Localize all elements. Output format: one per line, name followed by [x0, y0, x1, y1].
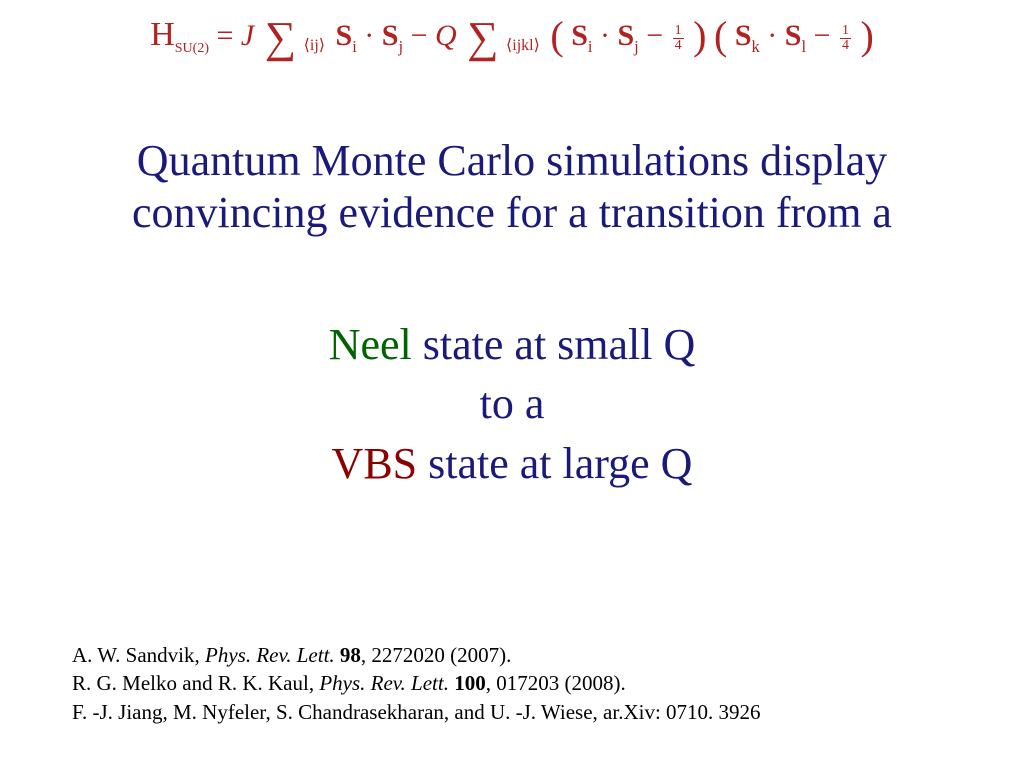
ref2-rest: , 017203 (2008).: [486, 671, 626, 695]
main-line-1: Quantum Monte Carlo simulations display: [137, 136, 887, 185]
vbs-word: VBS: [332, 439, 418, 488]
index-j-2: j: [634, 37, 639, 56]
hamiltonian-equation: HSU(2) = J ∑ ⟨ij⟩ Si · Sj − Q ∑ ⟨ijkl⟩ (…: [0, 18, 1024, 58]
index-k: k: [752, 37, 760, 56]
index-j: j: [398, 37, 403, 56]
lparen-1: (: [550, 13, 563, 58]
frac-den-1: 4: [673, 39, 684, 53]
vbs-rest: state at large Q: [417, 439, 692, 488]
hamiltonian-subscript: SU(2): [175, 41, 209, 56]
minus-2: −: [646, 19, 670, 52]
neel-rest: state at small Q: [412, 320, 696, 369]
ref1-author: A. W. Sandvik,: [72, 643, 205, 667]
frac-num-1: 1: [673, 24, 684, 39]
ref2-author: R. G. Melko and R. K. Kaul,: [72, 671, 319, 695]
neel-word: Neel: [329, 320, 412, 369]
frac-den-2: 4: [840, 39, 851, 53]
dot-3: ·: [767, 19, 785, 52]
coupling-Q: Q: [435, 19, 457, 52]
dot-2: ·: [600, 19, 618, 52]
spin-Sj-2: S: [617, 19, 634, 52]
coupling-J: J: [241, 19, 254, 52]
rparen-2: ): [860, 13, 873, 58]
references: A. W. Sandvik, Phys. Rev. Lett. 98, 2272…: [72, 641, 952, 726]
reference-3: F. -J. Jiang, M. Nyfeler, S. Chandrasekh…: [72, 698, 952, 726]
frac-num-2: 1: [840, 24, 851, 39]
hamiltonian-symbol: H: [150, 16, 175, 53]
ref3-text: F. -J. Jiang, M. Nyfeler, S. Chandrasekh…: [72, 700, 761, 724]
sum-ij: ∑ ⟨ij⟩: [265, 19, 325, 58]
spin-Sj: S: [382, 19, 399, 52]
ref1-rest: , 2272020 (2007).: [361, 643, 512, 667]
sigma-glyph-2: ∑: [467, 13, 498, 62]
spin-Si: S: [336, 19, 353, 52]
equals-sign: =: [217, 19, 241, 52]
spin-Sk: S: [735, 19, 752, 52]
sum-ijkl-under: ⟨ijkl⟩: [506, 37, 540, 54]
slide: HSU(2) = J ∑ ⟨ij⟩ Si · Sj − Q ∑ ⟨ijkl⟩ (…: [0, 0, 1024, 768]
spin-Si-2: S: [571, 19, 588, 52]
sum-ijkl: ∑ ⟨ijkl⟩: [467, 19, 540, 58]
reference-1: A. W. Sandvik, Phys. Rev. Lett. 98, 2272…: [72, 641, 952, 669]
main-line-2: convincing evidence for a transition fro…: [132, 188, 892, 237]
rparen-1: ): [693, 13, 706, 58]
ref2-journal: Phys. Rev. Lett.: [319, 671, 449, 695]
state-transition-text: Neel state at small Q to a VBS state at …: [0, 315, 1024, 493]
index-i-2: i: [588, 37, 593, 56]
ref1-vol: 98: [340, 643, 361, 667]
ref1-journal: Phys. Rev. Lett.: [205, 643, 335, 667]
minus-3: −: [814, 19, 838, 52]
sum-ij-under: ⟨ij⟩: [304, 37, 325, 54]
to-a: to a: [480, 379, 545, 428]
spin-Sl: S: [785, 19, 802, 52]
one-quarter-2: 1 4: [840, 24, 851, 53]
minus-sign: −: [411, 19, 435, 52]
ref2-vol: 100: [454, 671, 486, 695]
lparen-2: (: [714, 13, 727, 58]
main-statement: Quantum Monte Carlo simulations display …: [0, 135, 1024, 239]
reference-2: R. G. Melko and R. K. Kaul, Phys. Rev. L…: [72, 669, 952, 697]
sigma-glyph: ∑: [265, 13, 296, 62]
index-l: l: [801, 37, 806, 56]
dot-1: ·: [364, 19, 382, 52]
index-i: i: [352, 37, 357, 56]
one-quarter-1: 1 4: [673, 24, 684, 53]
